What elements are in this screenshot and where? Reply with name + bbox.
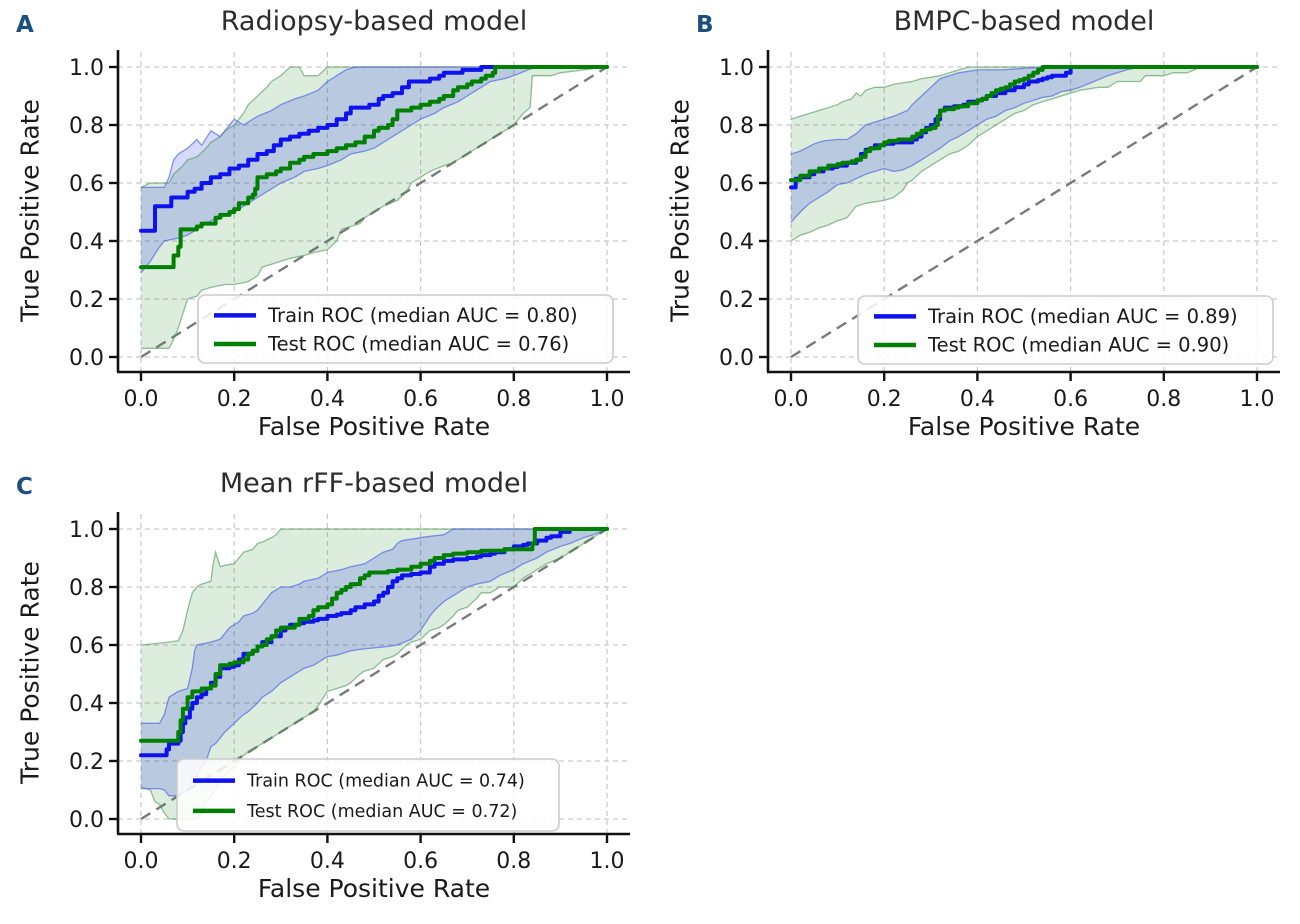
y-tick-label: 1.0 [69, 56, 104, 81]
roc-chart-b: Train ROC (median AUC = 0.89) Test ROC (m… [719, 50, 1280, 412]
y-tick-label: 0.4 [69, 692, 104, 717]
y-tick-label: 0.2 [719, 288, 754, 313]
roc-chart-c: Train ROC (median AUC = 0.74) Test ROC (m… [69, 512, 630, 874]
y-tick-label: 0.0 [719, 346, 754, 371]
test-band-lower-edge [790, 66, 1257, 242]
y-axis-label-c: True Positive Rate [15, 561, 45, 784]
panel-title-c: Mean rFF-based model [219, 468, 529, 499]
roc-chart-a: Train ROC (median AUC = 0.80) Test ROC (m… [69, 50, 630, 412]
panel-letter-c: C [16, 474, 33, 500]
x-tick-label: 0.2 [217, 387, 252, 412]
x-tick-label: 0.4 [310, 849, 345, 874]
y-tick-label: 1.0 [69, 518, 104, 543]
x-tick-label: 0.0 [124, 849, 159, 874]
panel-title-a: Radiopsy-based model [220, 6, 528, 37]
panel-title-b: BMPC-based model [893, 6, 1155, 37]
x-axis-label-b: False Positive Rate [907, 412, 1141, 441]
test-band-upper-edge [790, 66, 1257, 120]
x-tick-label: 0.2 [867, 387, 902, 412]
y-tick-label: 0.8 [69, 114, 104, 139]
test-confidence-band [141, 67, 607, 349]
train-band-upper-edge [790, 66, 1257, 155]
x-tick-label: 0.4 [310, 387, 345, 412]
y-tick-label: 0.2 [69, 750, 104, 775]
train-legend-entry-label: Train ROC (median AUC = 0.89) [927, 305, 1238, 328]
train-legend-entry-label: Train ROC (median AUC = 0.80) [267, 304, 578, 327]
y-tick-label: 0.4 [719, 230, 754, 255]
train-roc-curve [139, 527, 609, 758]
y-tick-label: 0.0 [69, 346, 104, 371]
y-tick-label: 0.6 [69, 172, 104, 197]
x-tick-label: 0.6 [403, 849, 438, 874]
y-tick-label: 1.0 [719, 56, 754, 81]
x-tick-label: 0.8 [496, 849, 531, 874]
panel-letter-a: A [16, 12, 34, 38]
legend-box [176, 758, 560, 832]
x-tick-label: 1.0 [590, 849, 625, 874]
x-tick-label: 1.0 [590, 387, 625, 412]
train-band-lower-edge [790, 66, 1257, 223]
y-tick-label: 0.8 [719, 114, 754, 139]
x-axis-label-a: False Positive Rate [257, 412, 491, 441]
legend-box [197, 294, 614, 364]
y-axis-label-a: True Positive Rate [15, 99, 45, 322]
x-tick-label: 0.8 [1146, 387, 1181, 412]
panel-b: B BMPC-based model True Positive Rate Tr… [650, 0, 1300, 462]
train-band-upper-edge [141, 66, 607, 189]
y-tick-label: 0.4 [69, 230, 104, 255]
x-tick-label: 0.6 [403, 387, 438, 412]
panel-letter-b: B [696, 12, 714, 38]
test-legend-entry-label: Test ROC (median AUC = 0.76) [267, 333, 569, 356]
x-tick-label: 0.8 [496, 387, 531, 412]
legend-box [857, 295, 1274, 365]
x-tick-label: 0.6 [1053, 387, 1088, 412]
test-roc-curve [139, 527, 609, 743]
train-roc-curve [139, 65, 609, 233]
test-band-upper-edge [140, 528, 607, 646]
x-tick-label: 0.0 [774, 387, 809, 412]
test-roc-curve [139, 65, 609, 270]
x-tick-label: 0.4 [960, 387, 995, 412]
x-tick-label: 0.2 [217, 849, 252, 874]
train-confidence-band [141, 67, 607, 273]
train-band-upper-edge [141, 528, 607, 724]
x-axis-label-c: False Positive Rate [257, 874, 491, 903]
test-roc-curve [789, 65, 1259, 183]
train-legend-entry-label: Train ROC (median AUC = 0.74) [246, 772, 525, 792]
test-legend-entry-label: Test ROC (median AUC = 0.72) [246, 802, 517, 822]
x-tick-label: 0.0 [124, 387, 159, 412]
x-tick-label: 1.0 [1240, 387, 1275, 412]
y-tick-label: 0.6 [719, 172, 754, 197]
y-tick-label: 0.8 [69, 576, 104, 601]
y-axis-label-b: True Positive Rate [665, 99, 695, 322]
test-band-upper-edge [140, 66, 607, 188]
y-tick-label: 0.2 [69, 288, 104, 313]
y-tick-label: 0.0 [69, 808, 104, 833]
test-band-lower-edge [141, 66, 608, 349]
panel-c: C Mean rFF-based model True Positive Rat… [0, 462, 650, 924]
test-legend-entry-label: Test ROC (median AUC = 0.90) [927, 334, 1229, 357]
y-tick-label: 0.6 [69, 634, 104, 659]
panel-a: A Radiopsy-based model True Positive Rat… [0, 0, 650, 462]
